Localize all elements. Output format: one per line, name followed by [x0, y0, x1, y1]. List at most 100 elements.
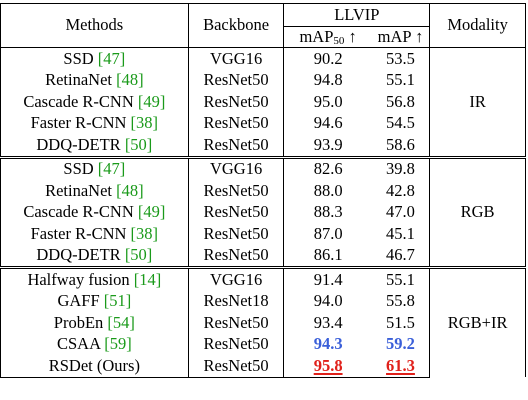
- citation-link[interactable]: [51]: [103, 291, 132, 310]
- map-value: 51.5: [386, 312, 415, 332]
- citation-link[interactable]: [59]: [104, 334, 132, 353]
- map-value: 54.5: [386, 113, 415, 132]
- citation-link[interactable]: [14]: [133, 269, 162, 289]
- cell-backbone: ResNet50: [187, 244, 284, 268]
- map50-value: 95.0: [313, 91, 343, 111]
- method-name: RetinaNet: [45, 180, 112, 200]
- map-value: 55.1: [386, 269, 415, 289]
- citation-link[interactable]: [38]: [130, 113, 159, 132]
- method-name: Faster R-CNN: [30, 113, 127, 132]
- cell-method: DDQ-DETR [50]: [0, 134, 189, 157]
- citation-link[interactable]: [49]: [137, 202, 166, 221]
- cell-method: Faster R-CNN [38]: [0, 223, 189, 245]
- cell-backbone: ResNet50: [187, 91, 284, 113]
- cell-map50: 82.6: [283, 155, 372, 180]
- map-value: 55.1: [386, 70, 415, 89]
- cell-method: CSAA [59]: [0, 333, 189, 355]
- method-name: Faster R-CNN: [30, 223, 127, 243]
- citation-link[interactable]: [49]: [137, 91, 166, 111]
- citation-link[interactable]: [50]: [124, 245, 153, 264]
- cell-method: Faster R-CNN [38]: [0, 112, 189, 134]
- table-row: RetinaNet [48] ResNet50 88.0 42.8: [0, 180, 526, 202]
- map-value: 46.7: [386, 245, 415, 264]
- cell-map: 51.5: [372, 312, 430, 334]
- map50-value: 86.1: [313, 245, 343, 264]
- table-row: DDQ-DETR [50] ResNet50 93.9 58.6: [0, 134, 526, 157]
- cell-map50: 88.3: [283, 201, 372, 223]
- cell-map50: 95.0: [283, 91, 372, 113]
- cell-method: DDQ-DETR [50]: [0, 244, 189, 268]
- cell-method: ProbEn [54]: [0, 312, 189, 334]
- cell-backbone: ResNet50: [187, 355, 284, 378]
- cell-backbone: ResNet50: [187, 201, 284, 223]
- map-value: 56.8: [386, 91, 415, 111]
- citation-link[interactable]: [48]: [116, 180, 144, 200]
- cell-method: RetinaNet [48]: [0, 180, 189, 202]
- map-value: 45.1: [386, 223, 415, 243]
- citation-link[interactable]: [47]: [97, 159, 126, 178]
- table-row: RSDet (Ours) ResNet50 95.8 61.3: [0, 355, 526, 378]
- method-name: ProbEn: [53, 312, 104, 332]
- citation-link[interactable]: [54]: [107, 312, 135, 332]
- map-value: 55.8: [386, 291, 415, 310]
- cell-map50: 91.4: [283, 266, 372, 291]
- cell-map: 45.1: [372, 223, 430, 245]
- cell-map50: 95.8: [283, 355, 372, 378]
- method-name: DDQ-DETR: [36, 245, 121, 264]
- cell-map50: 93.9: [283, 134, 372, 157]
- map-value: 42.8: [386, 180, 415, 200]
- method-name: CSAA: [56, 334, 101, 353]
- map50-value: 88.0: [313, 180, 343, 200]
- header-methods: Methods: [0, 3, 189, 48]
- cell-method: RSDet (Ours): [0, 355, 189, 378]
- table-row: SSD [47] VGG16 90.2 53.5 IR: [0, 47, 526, 157]
- cell-map50: 88.0: [283, 180, 372, 202]
- table-row: CSAA [59] ResNet50 94.3 59.2: [0, 333, 526, 355]
- map50-value: 88.3: [313, 202, 343, 221]
- cell-map: 56.8: [372, 91, 430, 113]
- cell-map: 39.8: [371, 155, 430, 180]
- cell-method: SSD [47]: [0, 155, 189, 180]
- table-header: Methods Backbone LLVIP Modality mAP50 ↑ …: [0, 3, 526, 48]
- cell-method: RetinaNet [48]: [0, 69, 189, 91]
- cell-backbone: ResNet18: [187, 290, 284, 312]
- map50-value: 94.3: [313, 334, 343, 353]
- header-llvip: LLVIP: [283, 3, 430, 27]
- method-name: Cascade R-CNN: [23, 91, 134, 111]
- citation-link[interactable]: [47]: [97, 48, 126, 68]
- cell-map: 55.8: [372, 291, 430, 313]
- header-backbone: Backbone: [187, 3, 284, 48]
- cell-method: SSD [47]: [0, 47, 189, 70]
- header-map50: mAP50 ↑: [283, 26, 372, 48]
- map-value: 59.2: [386, 334, 415, 353]
- cell-map50: 93.4: [283, 312, 372, 334]
- citation-link[interactable]: [50]: [124, 134, 153, 154]
- table-row: Halfway fusion [14] VGG16 91.4 55.1 RGB+IR: [0, 266, 526, 377]
- header-map: mAP ↑: [371, 26, 430, 48]
- map-value: 61.3: [386, 355, 415, 375]
- table-row: Faster R-CNN [38] ResNet50 87.0 45.1: [0, 223, 526, 245]
- table-row: DDQ-DETR [50] ResNet50 86.1 46.7: [0, 244, 526, 268]
- cell-backbone: ResNet50: [187, 312, 284, 334]
- map50-value: 93.4: [313, 312, 343, 332]
- table-body: SSD [47] VGG16 90.2 53.5 IR RetinaNet [48] Res…: [0, 47, 526, 378]
- cell-backbone: ResNet50: [187, 223, 284, 245]
- cell-backbone: ResNet50: [187, 134, 284, 157]
- map-value: 47.0: [386, 202, 415, 221]
- cell-backbone: ResNet50: [187, 112, 284, 134]
- citation-link[interactable]: [48]: [116, 70, 144, 89]
- cell-map50: 94.8: [283, 69, 372, 91]
- table-row: Faster R-CNN [38] ResNet50 94.6 54.5: [0, 112, 526, 135]
- map-value: 58.6: [386, 134, 415, 154]
- map50-value: 90.2: [313, 48, 343, 68]
- method-name: DDQ-DETR: [36, 134, 121, 154]
- table-row: RetinaNet [48] ResNet50 94.8 55.1: [0, 69, 526, 91]
- cell-map: 61.3: [371, 355, 430, 378]
- cell-map: 54.5: [372, 113, 430, 135]
- cell-map50: 94.3: [283, 333, 372, 355]
- method-name: SSD: [63, 48, 94, 68]
- citation-link[interactable]: [38]: [130, 223, 159, 243]
- cell-method: GAFF [51]: [0, 290, 189, 312]
- table-row: ProbEn [54] ResNet50 93.4 51.5: [0, 312, 526, 334]
